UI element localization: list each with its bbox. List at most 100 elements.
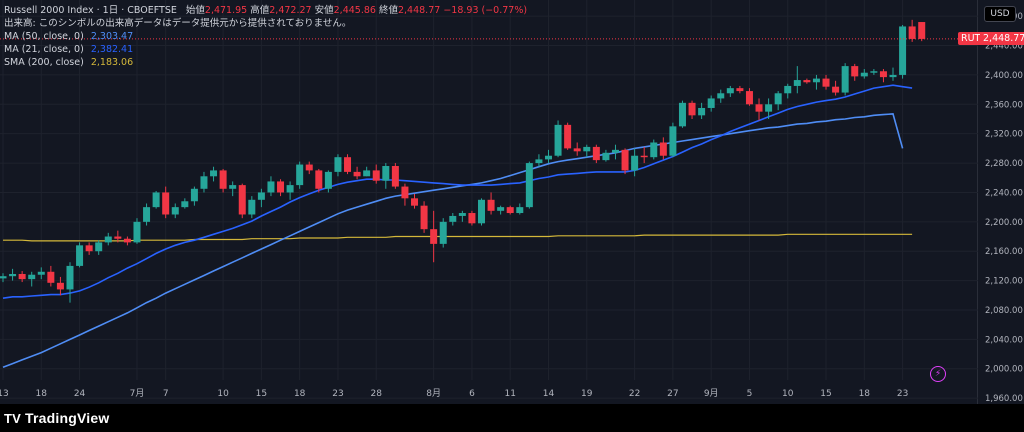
candle-body [248, 199, 256, 215]
candle-body [66, 265, 74, 290]
candle [9, 268, 17, 281]
candle-body [267, 181, 275, 193]
candle [56, 276, 64, 296]
y-tick-label: 2,440.00 [985, 42, 1023, 52]
candle-body [832, 86, 840, 93]
x-axis[interactable]: 13 18 24 7月 7 10 15 18 23 28 8月 6 11 14 19 22 27 9月 5 10 15 1… [0, 388, 908, 399]
candle [592, 144, 600, 164]
candle-body [123, 238, 131, 243]
x-tick-label: 27 [667, 389, 678, 399]
candle [841, 63, 849, 96]
candle [305, 161, 313, 175]
legend-ma50-row[interactable]: MA (50, close, 0) 2,303.47 [4, 30, 527, 43]
candle [391, 163, 399, 189]
candle [277, 179, 285, 197]
flash-icon[interactable]: ⚡ [930, 366, 946, 382]
ma21-label: MA (21, close, 0) [4, 44, 84, 55]
candle-body [583, 146, 591, 152]
candle-body [860, 72, 868, 77]
candle-body [18, 273, 26, 280]
sma200-line [3, 233, 913, 242]
candle [784, 83, 792, 99]
y-axis[interactable]: 1,960.00 2,000.00 2,040.00 2,080.00 2,120.00… [985, 12, 1023, 404]
x-tick-label: 14 [543, 389, 555, 399]
legend-sma200-row[interactable]: SMA (200, close) 2,183.06 [4, 56, 527, 69]
candle-body [411, 198, 419, 206]
candle [688, 100, 696, 119]
candle-body [334, 157, 342, 172]
candle [717, 89, 725, 103]
candle [669, 122, 677, 158]
candle [267, 176, 275, 197]
candle-body [152, 192, 160, 208]
x-tick-label: 10 [217, 389, 229, 399]
symbol-title[interactable]: Russell 2000 Index · 1日 · CBOEFTSE [4, 5, 177, 16]
x-tick-label: 15 [256, 389, 267, 399]
candle-body [363, 170, 371, 177]
candle-body [659, 142, 667, 156]
brand-text: TradingView [25, 410, 110, 426]
x-tick-label: 18 [294, 389, 306, 399]
candle-body [621, 149, 629, 171]
candle-body [171, 207, 179, 215]
candle [449, 213, 457, 226]
candle-body [736, 88, 744, 92]
candle [181, 198, 189, 209]
candle [152, 190, 160, 209]
candle-body [554, 124, 562, 156]
candle [908, 19, 916, 42]
x-tick-label: 7 [163, 389, 169, 399]
tradingview-logo[interactable]: TV TradingView [4, 410, 109, 426]
candle [621, 148, 629, 175]
candle [439, 218, 447, 248]
candle-body [95, 242, 103, 252]
ma50-layer [2, 113, 904, 369]
candle-body [9, 273, 17, 277]
candle [257, 188, 265, 208]
candle-body [56, 282, 64, 290]
candle-body [755, 104, 763, 112]
x-tick-label: 5 [747, 389, 753, 399]
currency-button[interactable]: USD [984, 6, 1016, 22]
price-axis-background[interactable] [978, 0, 1024, 404]
candle [104, 232, 112, 246]
candle [554, 120, 562, 158]
candle [535, 154, 543, 167]
candle [678, 100, 686, 128]
candle [143, 203, 151, 226]
candle [516, 203, 524, 215]
x-tick-label: 18 [859, 389, 871, 399]
candle [889, 67, 897, 81]
candle [123, 236, 131, 246]
high-label: 高値 [250, 5, 270, 16]
candle [544, 149, 552, 164]
close-label: 終値 [378, 5, 398, 16]
candle [133, 218, 141, 244]
y-tick-label: 2,240.00 [985, 188, 1023, 198]
legend-ma21-row[interactable]: MA (21, close, 0) 2,382.41 [4, 43, 527, 56]
candle-body [650, 142, 658, 158]
candle-body [324, 171, 332, 189]
y-tick-label: 1,960.00 [985, 394, 1023, 404]
candle-body [707, 98, 715, 108]
candle [851, 63, 859, 81]
candle [726, 85, 734, 97]
candle [755, 98, 763, 121]
candle-body [812, 78, 820, 83]
candle [95, 240, 103, 255]
candle-body [640, 155, 648, 158]
candle-body [803, 80, 811, 83]
ma50-value: 2,303.47 [90, 31, 134, 42]
candle-body [28, 274, 36, 280]
y-tick-label: 2,360.00 [985, 100, 1023, 110]
candle-body [47, 271, 55, 283]
candle-body [315, 170, 323, 189]
candle-body [372, 170, 380, 181]
candle [631, 148, 639, 177]
y-tick-label: 2,200.00 [985, 218, 1023, 228]
candle [344, 154, 352, 175]
candle [190, 186, 198, 206]
candle-body [114, 236, 122, 239]
y-tick-label: 2,320.00 [985, 130, 1023, 140]
